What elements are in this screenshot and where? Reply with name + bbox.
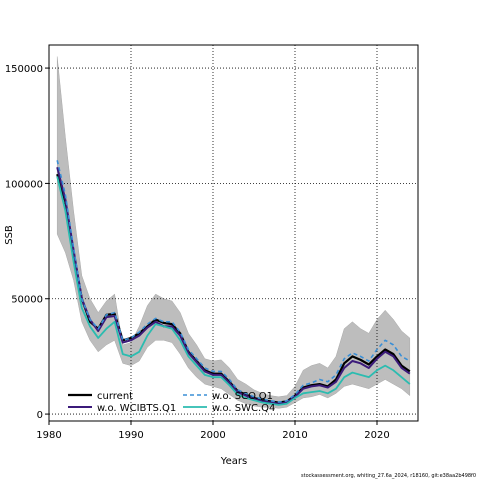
- footnote: stockassessment.org, whiting_27.6a_2024,…: [301, 473, 476, 479]
- series-line-2: [56, 160, 411, 403]
- legend-label-wo-swc-q4: w.o. SWC.Q4: [212, 403, 275, 414]
- x-tick-label: 2010: [282, 430, 307, 441]
- confidence-band-layer: [56, 56, 411, 409]
- x-tick-label: 1980: [36, 430, 61, 441]
- legend-label-wo-sco-q1: w.o. SCO.Q1: [212, 391, 273, 402]
- x-axis: 1980 1990 2000 2010 2020: [36, 421, 390, 441]
- y-axis-title: SSB: [4, 225, 15, 245]
- x-tick-label: 2000: [200, 430, 225, 441]
- x-axis-title: Years: [220, 456, 247, 467]
- legend-label-wo-wcibts-q1: w.o. WCIBTS.Q1: [97, 403, 176, 414]
- y-tick-label: 100000: [5, 179, 43, 190]
- x-tick-label: 1990: [118, 430, 143, 441]
- y-tick-label: 150000: [5, 64, 43, 75]
- y-tick-label: 50000: [11, 295, 43, 306]
- y-tick-label: 0: [37, 410, 43, 421]
- series-line-1: [56, 167, 411, 405]
- x-tick-label: 2020: [364, 430, 389, 441]
- legend-label-current: current: [97, 391, 133, 402]
- y-axis: 0 50000 100000 150000: [5, 64, 49, 421]
- series-layer: [56, 160, 411, 406]
- plot-frame: [48, 44, 419, 422]
- series-line-3: [56, 176, 411, 406]
- legend: current w.o. WCIBTS.Q1 w.o. SCO.Q1 w.o. …: [68, 391, 275, 414]
- confidence-band: [56, 56, 411, 409]
